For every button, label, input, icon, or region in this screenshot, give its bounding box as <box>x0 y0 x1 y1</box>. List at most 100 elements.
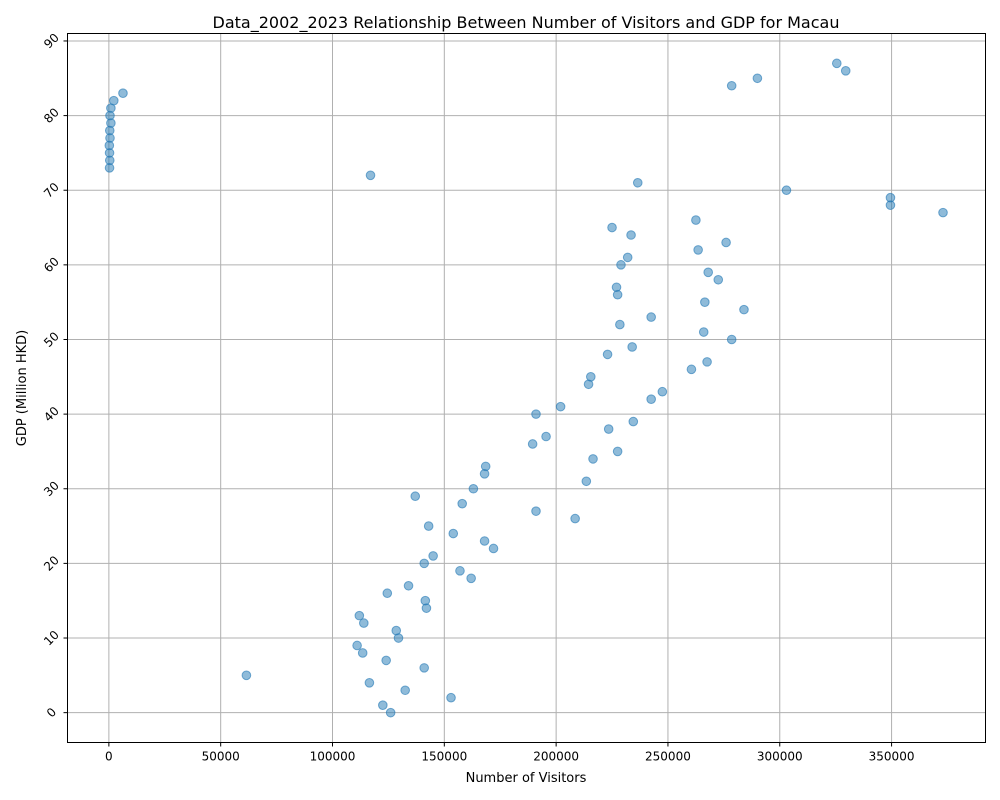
y-tick-label: 50 <box>41 329 62 350</box>
scatter-point <box>541 431 551 442</box>
scatter-point <box>622 252 633 263</box>
scatter-point <box>646 312 656 322</box>
scatter-point <box>585 372 596 382</box>
scatter-point <box>359 618 369 628</box>
scatter-point <box>700 297 710 307</box>
scatter-point <box>726 334 737 345</box>
scatter-point <box>713 274 724 285</box>
x-tick-label: 0 <box>105 750 113 764</box>
scatter-point <box>698 327 709 337</box>
scatter-point <box>607 222 617 233</box>
scatter-point <box>781 185 792 196</box>
chart-title: Data_2002_2023 Relationship Between Numb… <box>213 13 840 33</box>
scatter-point <box>603 424 614 434</box>
scatter-point <box>479 536 490 546</box>
y-tick-label: 80 <box>41 105 62 126</box>
scatter-point <box>693 245 703 255</box>
scatter-point <box>364 677 375 688</box>
data-points <box>104 58 948 718</box>
scatter-point <box>588 454 598 464</box>
scatter-point <box>354 610 365 621</box>
scatter-point <box>657 386 668 397</box>
scatter-point <box>739 304 749 315</box>
scatter-point <box>626 230 636 240</box>
x-tick-label: 150000 <box>421 750 467 764</box>
scatter-point <box>840 66 851 76</box>
scatter-point <box>555 401 566 412</box>
scatter-point <box>531 506 541 516</box>
scatter-point <box>581 476 592 487</box>
y-tick-label: 30 <box>41 478 62 499</box>
scatter-point <box>357 648 368 658</box>
scatter-point <box>602 349 613 360</box>
scatter-point <box>428 551 438 561</box>
scatter-point <box>726 80 737 91</box>
y-axis-ticks: 0 10 20 30 40 50 60 70 80 90 <box>41 31 68 720</box>
x-tick-label: 50000 <box>202 750 240 764</box>
scatter-point <box>752 73 763 84</box>
scatter-point <box>488 543 499 554</box>
x-tick-label: 200000 <box>533 750 579 764</box>
y-tick-label: 60 <box>41 255 62 276</box>
scatter-point <box>686 364 697 375</box>
scatter-point <box>615 319 625 330</box>
scatter-point <box>378 700 388 710</box>
scatter-point <box>381 655 391 666</box>
scatter-point <box>466 573 476 584</box>
scatter-point <box>352 640 362 651</box>
scatter-point <box>448 528 459 539</box>
scatter-point <box>455 566 465 576</box>
scatter-point <box>480 461 491 472</box>
scatter-point <box>108 95 119 106</box>
y-tick-label: 20 <box>41 553 62 574</box>
scatter-point <box>423 521 434 531</box>
scatter-point <box>570 513 580 524</box>
scatter-point <box>365 170 376 181</box>
scatter-point <box>691 215 701 225</box>
scatter-point <box>457 498 468 509</box>
x-axis-ticks: 0 50000 100000 150000 200000 250000 300000 3500… <box>105 742 915 764</box>
y-axis-label: GDP (Million HKD) <box>15 330 30 447</box>
scatter-point <box>446 692 456 703</box>
scatter-point <box>410 491 421 502</box>
y-tick-label: 0 <box>44 705 59 720</box>
scatter-point <box>403 580 414 591</box>
y-tick-label: 90 <box>41 31 62 52</box>
scatter-point <box>382 588 393 599</box>
plot-frame <box>67 33 986 743</box>
scatter-point <box>391 625 402 636</box>
scatter-point <box>632 177 643 188</box>
scatter-point <box>468 483 479 494</box>
scatter-point <box>885 192 896 203</box>
y-tick-label: 70 <box>41 180 62 201</box>
y-tick-label: 40 <box>41 404 62 425</box>
scatter-point <box>118 88 128 99</box>
grid-lines <box>67 33 986 743</box>
x-tick-label: 300000 <box>757 750 803 764</box>
scatter-point <box>419 558 429 569</box>
scatter-point <box>646 394 656 404</box>
scatter-point <box>385 707 396 718</box>
x-axis-label: Number of Visitors <box>466 771 587 786</box>
scatter-point <box>419 663 429 673</box>
scatter-point <box>241 670 252 681</box>
scatter-point <box>702 357 712 367</box>
x-tick-label: 250000 <box>645 750 691 764</box>
x-tick-label: 100000 <box>310 750 356 764</box>
scatter-point <box>527 439 538 449</box>
scatter-point <box>420 595 431 606</box>
scatter-point <box>611 282 622 293</box>
scatter-point <box>703 267 713 278</box>
scatter-point <box>627 342 637 352</box>
scatter-point <box>628 416 639 427</box>
scatter-point <box>831 58 842 69</box>
y-tick-label: 10 <box>41 628 62 649</box>
scatter-point <box>612 446 623 457</box>
scatter-point <box>721 237 731 248</box>
scatter-point <box>531 409 541 419</box>
x-tick-label: 350000 <box>869 750 915 764</box>
scatter-point <box>616 260 626 270</box>
scatter-point <box>938 207 948 218</box>
scatter-point <box>400 685 410 696</box>
